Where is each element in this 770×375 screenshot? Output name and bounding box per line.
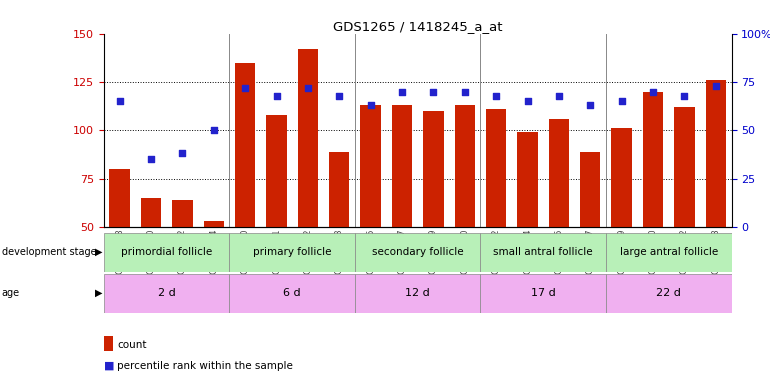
Bar	[517, 132, 537, 227]
Text: large antral follicle: large antral follicle	[620, 247, 718, 257]
Bar	[606, 274, 732, 313]
Bar	[109, 169, 130, 227]
Text: percentile rank within the sample: percentile rank within the sample	[117, 361, 293, 370]
Text: development stage: development stage	[2, 247, 96, 257]
Point	[678, 93, 691, 99]
Point	[302, 85, 314, 91]
Text: ▶: ▶	[95, 288, 102, 298]
Text: count: count	[117, 340, 146, 350]
Point	[710, 83, 722, 89]
Bar	[229, 232, 355, 272]
Text: ■: ■	[104, 361, 115, 370]
Bar	[606, 232, 732, 272]
Point	[145, 156, 157, 162]
Point	[459, 89, 471, 95]
Point	[490, 93, 502, 99]
Bar	[549, 119, 569, 227]
Bar	[480, 274, 606, 313]
Bar	[424, 111, 444, 227]
Point	[647, 89, 659, 95]
Point	[396, 89, 408, 95]
Point	[364, 102, 377, 108]
Title: GDS1265 / 1418245_a_at: GDS1265 / 1418245_a_at	[333, 20, 503, 33]
Text: age: age	[2, 288, 20, 298]
Text: secondary follicle: secondary follicle	[372, 247, 464, 257]
Bar	[643, 92, 663, 227]
Point	[333, 93, 346, 99]
Point	[615, 98, 628, 104]
Bar	[266, 115, 286, 227]
Text: primary follicle: primary follicle	[253, 247, 331, 257]
Bar	[486, 109, 507, 227]
Text: 2 d: 2 d	[158, 288, 176, 298]
Point	[270, 93, 283, 99]
Point	[113, 98, 126, 104]
Point	[427, 89, 440, 95]
Point	[208, 128, 220, 134]
Bar	[203, 221, 224, 227]
Bar	[329, 152, 350, 227]
Bar	[172, 200, 192, 227]
Point	[239, 85, 251, 91]
Point	[584, 102, 597, 108]
Bar	[611, 128, 632, 227]
Bar	[298, 49, 318, 227]
Text: 6 d: 6 d	[283, 288, 301, 298]
Bar	[454, 105, 475, 227]
Bar	[141, 198, 161, 227]
Text: 22 d: 22 d	[656, 288, 681, 298]
Bar	[104, 232, 229, 272]
Bar	[705, 80, 726, 227]
Bar	[355, 274, 480, 313]
Bar	[392, 105, 412, 227]
Bar	[104, 274, 229, 313]
Text: primordial follicle: primordial follicle	[121, 247, 213, 257]
Point	[176, 150, 189, 156]
Bar	[360, 105, 381, 227]
Bar	[229, 274, 355, 313]
Point	[553, 93, 565, 99]
Bar	[355, 232, 480, 272]
Text: ▶: ▶	[95, 247, 102, 257]
Bar	[235, 63, 256, 227]
Text: 12 d: 12 d	[405, 288, 430, 298]
Text: small antral follicle: small antral follicle	[494, 247, 593, 257]
Bar	[580, 152, 601, 227]
Bar	[675, 107, 695, 227]
Bar	[480, 232, 606, 272]
Text: 17 d: 17 d	[531, 288, 556, 298]
Point	[521, 98, 534, 104]
